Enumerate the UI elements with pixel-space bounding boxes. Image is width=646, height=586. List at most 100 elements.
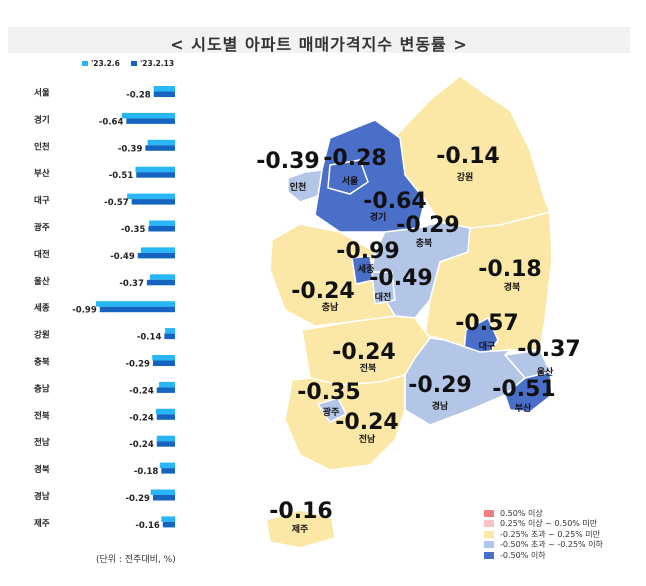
bar-prev [152,355,175,361]
region-value-충북: -0.29 [396,213,459,238]
map-legend-swatch [484,520,494,528]
data-label: -0.57 [104,198,129,208]
map-legend-label: -0.25% 초과 ~ 0.25% 미만 [500,529,601,539]
data-label: -0.99 [72,306,97,316]
category-label: 경남 [34,491,50,502]
map-legend-label: 0.50% 이상 [500,508,543,518]
region-name-제주: 제주 [292,523,309,535]
data-label: -0.37 [119,279,144,289]
map-legend-item: -0.50% 초과 ~ -0.25% 이하 [484,540,603,551]
category-label: 대전 [34,249,50,260]
bar-curr [162,521,175,528]
region-name-강원: 강원 [457,171,474,183]
category-label: 충북 [34,357,50,368]
region-value-세종: -0.99 [336,239,399,264]
region-value-울산: -0.37 [517,337,580,362]
data-label: -0.51 [109,171,134,181]
bar-prev [159,462,175,469]
map-legend-swatch [484,551,494,559]
map-legend-swatch [484,530,494,538]
category-label: 전남 [34,437,50,448]
bar-curr [126,118,175,124]
region-name-경북: 경북 [504,281,521,293]
category-label: 서울 [34,88,50,99]
data-label: -0.39 [118,144,143,154]
region-충남 [269,223,397,327]
region-value-전북: -0.24 [332,340,395,365]
bar-curr [146,279,175,286]
region-value-강원: -0.14 [436,144,499,169]
bar-curr [152,360,175,366]
map-legend: 0.50% 이상 0.25% 이상 ~ 0.50% 미만 -0.25% 초과 ~ 0… [484,508,603,561]
bar-curr [153,91,175,97]
category-label: 인천 [34,141,50,152]
bar-prev [95,301,175,307]
region-전남 [284,374,406,471]
data-label: -0.28 [126,91,151,101]
region-name-전남: 전남 [359,433,376,445]
bar-prev [121,112,175,119]
bar-prev [127,193,175,200]
region-value-충남: -0.24 [291,279,354,304]
category-label: 울산 [34,276,50,287]
data-label: -0.24 [129,386,154,396]
region-name-경남: 경남 [432,400,449,412]
region-value-경기: -0.64 [363,189,426,214]
region-name-광주: 광주 [323,406,340,418]
region-value-대전: -0.49 [369,266,432,291]
map-legend-item: -0.25% 초과 ~ 0.25% 미만 [484,529,603,540]
region-name-부산: 부산 [515,402,532,414]
unit-note: (단위 : 전주대비, %) [96,555,176,565]
bar-prev [153,86,175,92]
region-value-제주: -0.16 [269,499,332,524]
map-legend-item: 0.50% 이상 [484,508,603,519]
region-제주 [265,509,336,549]
region-name-대구: 대구 [479,340,496,352]
data-label: -0.16 [135,521,160,531]
bar-curr [136,172,175,178]
bar-prev [140,247,175,253]
region-name-전북: 전북 [360,362,377,374]
bar-curr [156,441,175,447]
bar-prev [159,381,175,388]
data-label: -0.18 [134,467,159,477]
bar-prev [150,489,175,495]
region-value-경남: -0.29 [408,373,471,398]
region-name-세종: 세종 [358,263,375,275]
map-legend-item: 0.25% 이상 ~ 0.50% 미만 [484,519,603,530]
region-name-서울: 서울 [342,175,359,187]
region-value-서울: -0.28 [323,146,386,171]
map-legend-swatch [484,541,494,549]
bar-prev [147,139,175,146]
region-부산 [504,371,553,413]
data-label: -0.64 [99,117,124,127]
bar-curr [131,199,175,205]
region-name-충북: 충북 [416,237,433,249]
category-label: 제주 [34,518,50,529]
data-label: -0.14 [137,333,162,343]
bar-prev [156,435,175,442]
category-label: 강원 [34,330,50,341]
region-value-경북: -0.18 [478,257,541,282]
bar-prev [149,220,175,226]
category-label: 부산 [34,168,50,179]
region-강원 [391,75,552,229]
region-name-충남: 충남 [322,301,339,313]
region-name-대전: 대전 [375,291,392,303]
map-legend-label: -0.50% 초과 ~ -0.25% 이하 [500,540,603,550]
chart-title: < 시도별 아파트 매매가격지수 변동률 > [170,35,468,54]
bar-curr [148,226,175,232]
bar-curr [161,468,175,474]
bar-curr [145,145,175,151]
map-legend-swatch [484,509,494,517]
bar-prev [135,166,175,173]
bar-prev [161,516,175,522]
region-name-경기: 경기 [370,211,387,223]
map-legend-label: -0.50% 이하 [500,550,546,560]
bar-prev [149,274,175,280]
region-name-울산: 울산 [537,366,554,378]
map-legend-label: 0.25% 이상 ~ 0.50% 미만 [500,519,598,529]
category-label: 대구 [34,195,50,206]
